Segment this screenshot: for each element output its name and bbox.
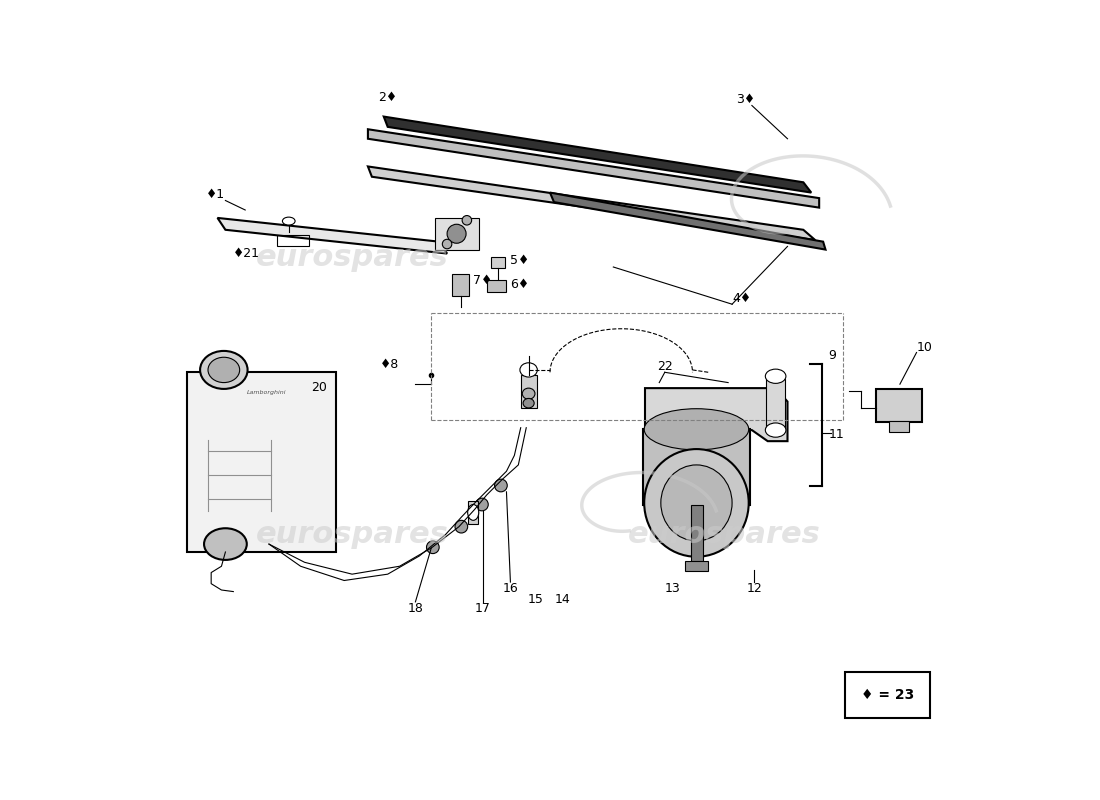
Ellipse shape [645, 449, 749, 557]
Bar [644, 430, 750, 505]
Bar [520, 374, 537, 408]
Ellipse shape [462, 215, 472, 225]
Text: eurospares: eurospares [255, 520, 449, 549]
Bar [889, 422, 910, 432]
Bar [766, 378, 785, 430]
Bar [469, 501, 478, 524]
Text: ♦1: ♦1 [206, 188, 224, 201]
Bar [486, 280, 506, 292]
Ellipse shape [766, 423, 785, 438]
Ellipse shape [495, 479, 507, 492]
Text: eurospares: eurospares [628, 520, 821, 549]
Ellipse shape [468, 505, 478, 520]
Text: 15: 15 [528, 594, 543, 606]
Text: 4♦: 4♦ [733, 292, 751, 305]
Text: 3♦: 3♦ [736, 93, 756, 106]
Ellipse shape [645, 409, 749, 450]
Text: 10: 10 [916, 341, 933, 354]
Bar [685, 561, 707, 571]
Bar [436, 218, 478, 250]
Bar [187, 371, 337, 552]
Text: 22: 22 [657, 360, 673, 373]
Text: 9: 9 [828, 349, 836, 362]
Text: ♦21: ♦21 [233, 246, 261, 260]
Ellipse shape [645, 484, 749, 525]
Ellipse shape [208, 358, 240, 382]
Bar [877, 389, 922, 422]
Text: ♦8: ♦8 [379, 358, 399, 370]
Text: 20: 20 [311, 381, 327, 394]
Text: 11: 11 [828, 428, 845, 441]
Text: 13: 13 [664, 582, 681, 594]
Ellipse shape [442, 239, 452, 249]
Text: 14: 14 [554, 594, 571, 606]
Text: 2♦: 2♦ [378, 90, 397, 104]
Ellipse shape [204, 528, 246, 560]
Text: 17: 17 [475, 602, 491, 615]
Text: ♦ = 23: ♦ = 23 [860, 688, 914, 702]
Ellipse shape [522, 388, 535, 399]
Ellipse shape [283, 217, 295, 225]
Ellipse shape [524, 398, 535, 408]
Ellipse shape [200, 351, 248, 389]
Polygon shape [645, 388, 788, 441]
Text: 5♦: 5♦ [510, 254, 530, 267]
Polygon shape [367, 130, 820, 208]
Polygon shape [218, 218, 447, 254]
Text: 7♦: 7♦ [473, 274, 493, 286]
Text: 6♦: 6♦ [510, 278, 529, 290]
Ellipse shape [766, 369, 785, 383]
Polygon shape [384, 117, 812, 193]
Polygon shape [550, 193, 825, 250]
Ellipse shape [447, 224, 466, 243]
Bar [691, 506, 703, 562]
Polygon shape [367, 166, 815, 240]
Ellipse shape [661, 465, 733, 541]
Ellipse shape [520, 362, 537, 377]
Bar [491, 258, 505, 268]
Ellipse shape [455, 520, 468, 533]
Text: 18: 18 [407, 602, 424, 615]
Bar [845, 672, 930, 718]
Ellipse shape [475, 498, 488, 511]
Bar [277, 234, 308, 246]
Bar [452, 274, 470, 295]
Text: eurospares: eurospares [255, 243, 449, 272]
Ellipse shape [427, 541, 439, 554]
Text: 16: 16 [503, 582, 518, 594]
Text: 12: 12 [747, 582, 762, 594]
Text: Lamborghini: Lamborghini [246, 390, 286, 394]
